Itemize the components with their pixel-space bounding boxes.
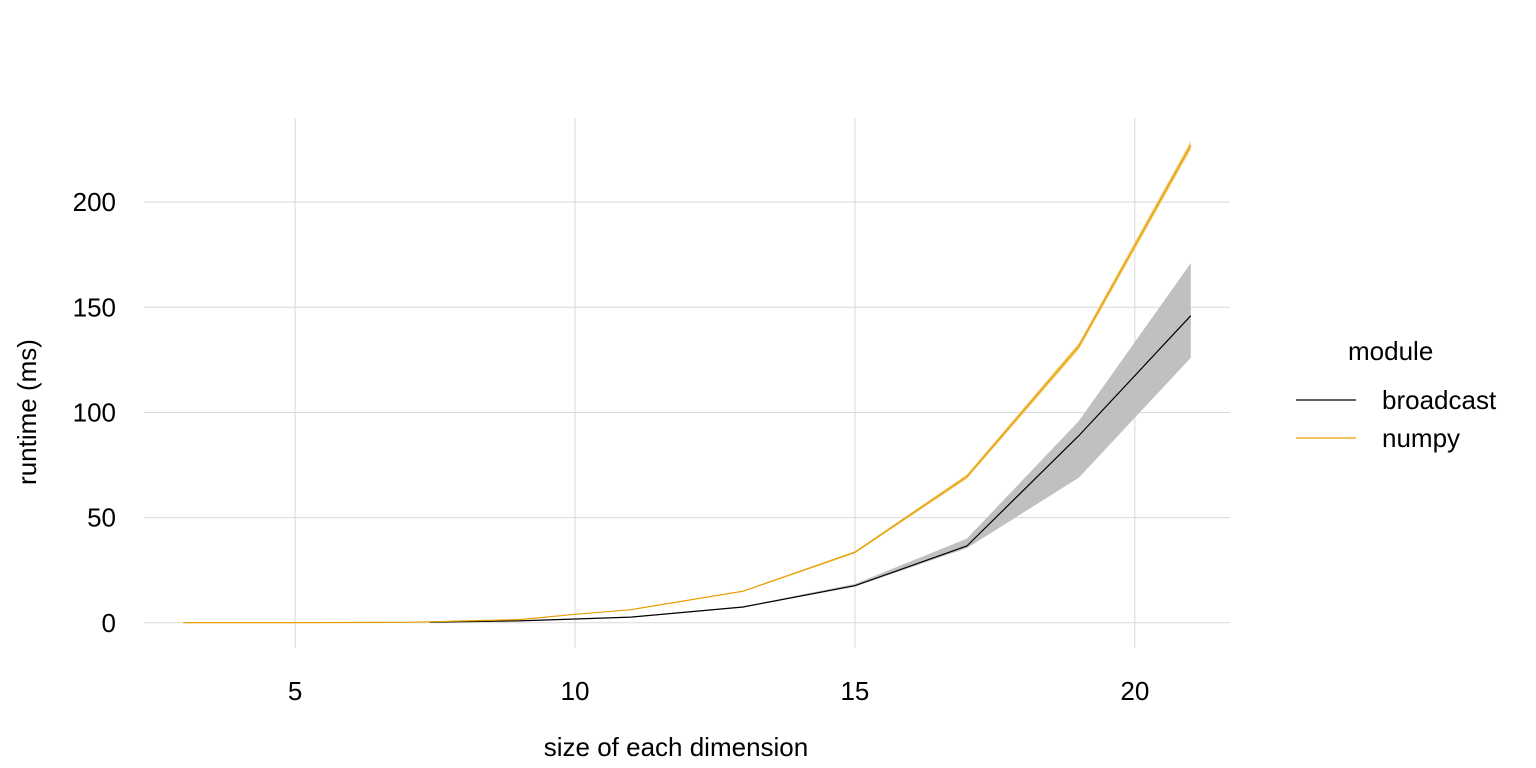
numpy-confidence-band — [183, 141, 1191, 623]
y-gridlines — [144, 201, 1230, 624]
x-tick-label-15: 15 — [840, 676, 869, 706]
legend-label-numpy: numpy — [1382, 423, 1460, 453]
legend-items: broadcast numpy — [1296, 385, 1497, 453]
x-tick-label-10: 10 — [561, 676, 590, 706]
y-axis-title: runtime (ms) — [12, 339, 42, 485]
legend-label-broadcast: broadcast — [1382, 385, 1497, 415]
y-tick-label-0: 0 — [102, 608, 116, 638]
legend-title: module — [1348, 336, 1433, 366]
y-tick-label-200: 200 — [73, 187, 116, 217]
x-gridlines — [294, 118, 1136, 648]
series-lines — [183, 145, 1192, 624]
broadcast-line — [429, 315, 1192, 623]
x-tick-labels: 5 10 15 20 — [288, 676, 1149, 706]
y-tick-labels: 0 50 100 150 200 — [73, 187, 116, 638]
numpy-line — [183, 145, 1192, 624]
confidence-bands — [183, 141, 1191, 623]
legend: module broadcast numpy — [1296, 336, 1497, 453]
x-axis-title: size of each dimension — [544, 732, 808, 762]
y-tick-label-150: 150 — [73, 292, 116, 322]
x-tick-label-20: 20 — [1120, 676, 1149, 706]
y-tick-label-50: 50 — [87, 503, 116, 533]
x-tick-label-5: 5 — [288, 676, 302, 706]
y-tick-label-100: 100 — [73, 397, 116, 427]
